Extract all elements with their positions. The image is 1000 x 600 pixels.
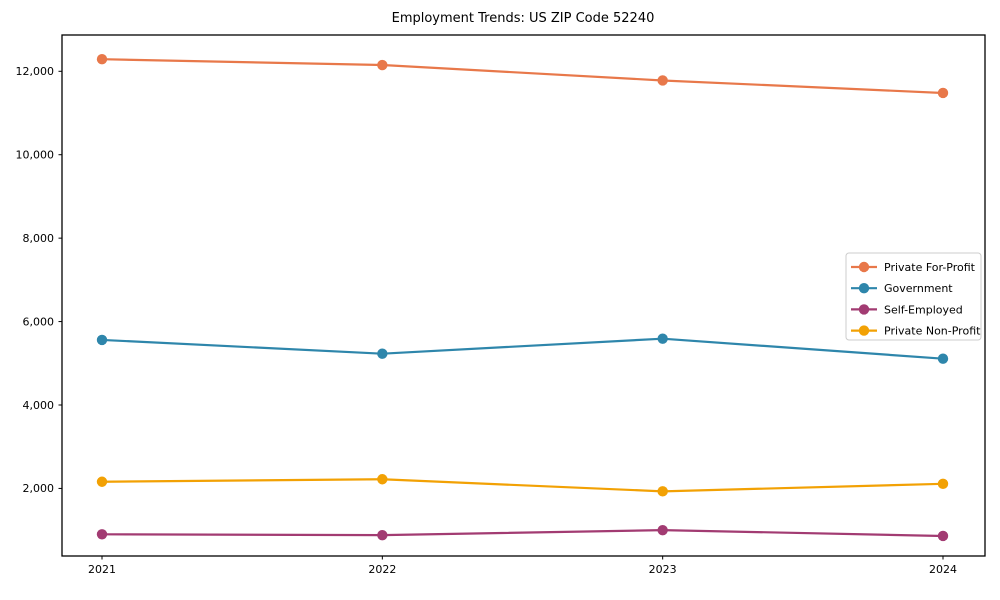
y-tick-label: 4,000 <box>23 399 55 412</box>
y-tick-label: 10,000 <box>16 149 55 162</box>
y-tick-label: 12,000 <box>16 65 55 78</box>
y-tick-label: 6,000 <box>23 315 55 328</box>
x-tick-label: 2021 <box>88 563 116 576</box>
legend: Private For-Profit Government Self-Employe… <box>845 252 982 341</box>
legend-marker <box>858 261 870 273</box>
legend-marker <box>858 325 870 336</box>
legend-marker <box>858 283 870 294</box>
legend-label: Private For-Profit <box>884 261 976 274</box>
data-point-marker <box>96 334 108 346</box>
x-tick-label: 2022 <box>368 563 396 576</box>
plot-border <box>61 34 986 557</box>
legend-marker <box>858 304 870 315</box>
data-point-marker <box>96 53 108 65</box>
series-line-self-employed <box>100 529 945 538</box>
legend-label: Self-Employed <box>884 303 963 316</box>
data-point-marker <box>377 59 388 71</box>
data-point-marker <box>377 529 388 541</box>
data-point-marker <box>657 486 668 497</box>
legend-label: Government <box>884 282 953 295</box>
data-point-marker <box>377 474 388 485</box>
y-tick-label: 8,000 <box>23 232 55 245</box>
data-point-marker <box>937 530 949 542</box>
chart-title: Employment Trends: US ZIP Code 52240 <box>392 11 655 26</box>
data-point-marker <box>96 529 108 540</box>
data-point-marker <box>937 478 949 490</box>
legend-label: Private Non-Profit <box>884 325 981 338</box>
legend-box <box>845 252 982 341</box>
data-point-marker <box>937 353 949 364</box>
data-point-marker <box>96 476 108 487</box>
x-tick-label: 2024 <box>929 563 957 576</box>
series-line-government <box>100 337 945 360</box>
data-point-marker <box>657 333 668 344</box>
series-line-private-for-profit <box>100 58 945 95</box>
y-tick-label: 2,000 <box>23 482 55 495</box>
data-point-marker <box>657 75 668 86</box>
data-point-marker <box>657 524 668 536</box>
data-point-marker <box>377 348 388 359</box>
plot-area: 2,000 4,000 6,000 8,000 10,000 12,000 2021 2022… <box>16 34 986 576</box>
data-point-marker <box>937 87 949 99</box>
x-tick-label: 2023 <box>649 563 677 576</box>
series-line-private-non-profit <box>100 478 945 493</box>
